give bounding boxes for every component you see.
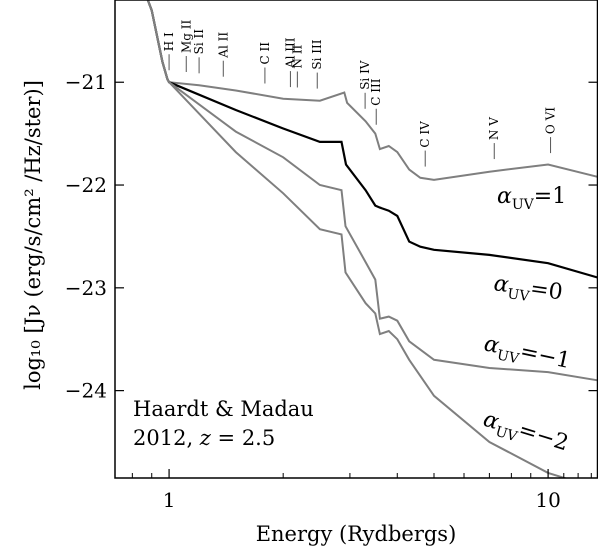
x-tick-label-1: 10 [535, 488, 560, 512]
series-label-subscript: UV [512, 197, 535, 213]
annotation-z-symbol: z [199, 426, 212, 450]
ion-label-4: C II [258, 42, 272, 65]
series-label-value: =−2 [515, 418, 571, 457]
y-tick-label-2: −23 [65, 276, 107, 300]
x-tick-label-0: 1 [163, 488, 176, 512]
series-label-3: αUV=−2 [479, 407, 571, 460]
series-label-symbol: α [480, 407, 502, 435]
annotation-line-2: 2012, z = 2.5 [133, 426, 275, 450]
ion-label-1: Mg II [179, 19, 193, 53]
x-axis-title: Energy (Rydbergs) [256, 522, 457, 546]
ion-label-7: Si III [310, 39, 324, 69]
ion-label-0: H I [162, 32, 176, 51]
y-tick-label-3: −24 [65, 379, 107, 403]
y-tick-label-1: −22 [65, 173, 107, 197]
annotation-year: 2012, [133, 426, 200, 450]
series-label-subscript: UV [495, 347, 521, 367]
y-axis-title: log₁₀ [Jν (erg/s/cm² /Hz/ster)] [21, 80, 45, 390]
series-label-value: =0 [529, 276, 565, 305]
series-label-value: =−1 [518, 339, 573, 374]
ion-label-6: N II [290, 44, 304, 68]
ion-label-11: N V [487, 117, 501, 140]
series-label-symbol: α [492, 271, 510, 298]
ion-label-9: C III [369, 78, 383, 105]
annotation-line-1: Haardt & Madau [133, 397, 314, 421]
series-label-value: =1 [534, 184, 566, 209]
annotation-z-value: = 2.5 [211, 426, 275, 450]
ion-label-2: Si II [192, 29, 206, 55]
series-label-subscript: UV [506, 286, 531, 305]
series-line-2 [146, 0, 598, 382]
ion-label-5: Al III [283, 37, 297, 69]
ion-label-8: Si IV [358, 60, 372, 90]
series-label-symbol: α [497, 184, 512, 209]
series-label-subscript: UV [493, 424, 519, 446]
series-label-1: αUV=0 [492, 271, 565, 309]
ion-label-12: O VI [544, 107, 558, 134]
y-tick-label-0: −21 [65, 70, 107, 94]
ion-label-10: C IV [418, 121, 432, 148]
series-line-3 [146, 0, 568, 478]
series-label-symbol: α [482, 331, 502, 359]
ion-label-3: Al II [216, 32, 230, 59]
series-label-0: αUV=1 [497, 184, 566, 213]
